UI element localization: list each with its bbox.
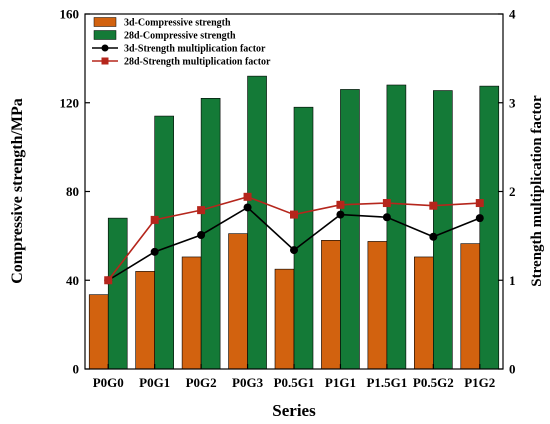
point-28d-factor-P1G1 — [336, 200, 345, 209]
x-tick-label: P0.5G2 — [413, 375, 454, 390]
left-axis-ticks: 0 40 80 120 160 — [60, 7, 90, 377]
bar-3d-P1G2 — [460, 243, 481, 370]
point-28d-factor-P0G2 — [197, 206, 206, 215]
bar-3d-P0.5G2 — [414, 256, 434, 370]
right-tick-label: 1 — [509, 273, 516, 288]
x-axis-label: Series — [272, 401, 316, 420]
point-28d-factor-P1G2 — [475, 199, 484, 208]
legend-marker-3 — [101, 57, 109, 65]
bar-3d-P0.5G1 — [274, 268, 295, 370]
right-tick-label: 4 — [509, 7, 516, 22]
legend-label-3: 28d-Strength multiplication factor — [124, 57, 271, 68]
bar-3d-P0G0 — [88, 294, 109, 370]
point-28d-factor-P0.5G2 — [429, 201, 438, 210]
left-tick-label: 120 — [60, 95, 80, 110]
bars-layer — [88, 75, 500, 370]
y-axis-right-label: Strength multiplication factor — [529, 95, 545, 287]
bar-3d-P0G3 — [228, 233, 248, 370]
legend: 3d-Compressive strength 28d-Compressive s… — [92, 17, 271, 68]
x-axis-ticks: P0G0 P0G1 P0G2 P0G3 P0.5G1 P1G1 P1.5G1 P0.5G2 P1… — [93, 364, 495, 390]
bar-28d-P0G1 — [154, 115, 174, 370]
bar-28d-P1G1 — [340, 89, 360, 370]
left-tick-label: 40 — [66, 273, 79, 288]
bar-28d-P1.5G1 — [386, 84, 407, 370]
x-tick-label: P1G1 — [325, 375, 356, 390]
x-tick-label: P0.5G1 — [274, 375, 315, 390]
point-28d-factor-P1.5G1 — [382, 199, 391, 208]
bar-3d-P1G1 — [321, 240, 341, 370]
x-tick-label: P0G3 — [232, 375, 264, 390]
point-28d-factor-P0.5G1 — [290, 210, 298, 219]
point-3d-factor-P1G2 — [475, 214, 484, 223]
x-tick-label: P0G0 — [93, 375, 124, 390]
point-3d-factor-P0.5G2 — [429, 232, 438, 241]
right-tick-label: 2 — [509, 184, 516, 199]
legend-swatch-0 — [93, 17, 117, 27]
bar-3d-P0G1 — [135, 271, 155, 370]
point-3d-factor-P0G2 — [197, 230, 206, 239]
y-axis-label: Compressive strength/MPa — [9, 98, 26, 284]
x-tick-label: P0G2 — [186, 375, 217, 390]
point-3d-factor-P1.5G1 — [382, 213, 391, 222]
right-axis-ticks: 0 1 2 3 4 — [498, 7, 516, 377]
legend-label-1: 28d-Compressive strength — [124, 31, 236, 42]
point-28d-factor-P0G1 — [150, 215, 159, 224]
lines-layer — [104, 192, 484, 285]
legend-marker-2 — [101, 44, 109, 52]
legend-label-2: 3d-Strength multiplication factor — [124, 44, 266, 55]
bar-3d-P0G2 — [181, 256, 202, 370]
point-28d-factor-P0G0 — [104, 276, 113, 285]
left-tick-label: 160 — [60, 7, 80, 22]
point-3d-factor-P0G1 — [150, 247, 159, 256]
point-28d-factor-P0G3 — [243, 192, 252, 201]
point-3d-factor-P0.5G1 — [290, 246, 298, 255]
left-tick-label: 0 — [73, 362, 80, 377]
left-tick-label: 80 — [66, 184, 79, 199]
right-tick-label: 0 — [509, 362, 516, 377]
legend-label-0: 3d-Compressive strength — [124, 18, 231, 29]
right-tick-label: 3 — [509, 95, 516, 110]
bar-28d-P0G0 — [107, 217, 128, 370]
x-tick-label: P1.5G1 — [366, 375, 407, 390]
point-3d-factor-P1G1 — [336, 210, 345, 219]
x-tick-label: P1G2 — [464, 375, 495, 390]
legend-swatch-1 — [93, 30, 117, 40]
bar-28d-P1G2 — [479, 85, 500, 370]
x-tick-label: P0G1 — [139, 375, 170, 390]
point-3d-factor-P0G3 — [243, 203, 252, 212]
bar-3d-P1.5G1 — [367, 241, 388, 370]
